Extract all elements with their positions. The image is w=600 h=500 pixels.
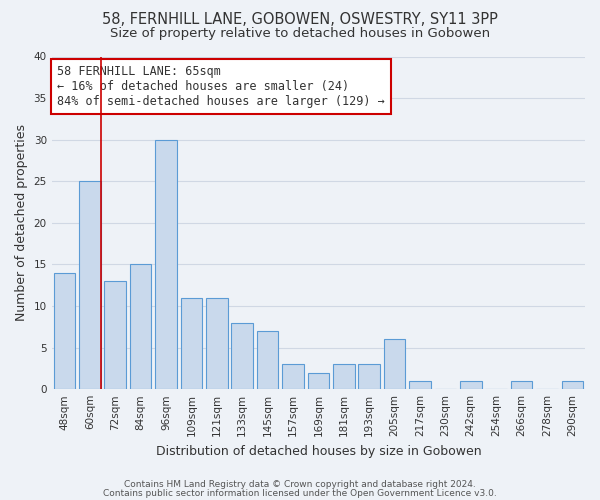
Bar	[181, 298, 202, 389]
Bar	[308, 372, 329, 389]
Bar	[104, 281, 126, 389]
Bar	[511, 381, 532, 389]
Bar	[333, 364, 355, 389]
Bar	[155, 140, 177, 389]
Bar	[79, 182, 101, 389]
Bar	[53, 272, 75, 389]
Text: Size of property relative to detached houses in Gobowen: Size of property relative to detached ho…	[110, 28, 490, 40]
Y-axis label: Number of detached properties: Number of detached properties	[15, 124, 28, 322]
Text: 58, FERNHILL LANE, GOBOWEN, OSWESTRY, SY11 3PP: 58, FERNHILL LANE, GOBOWEN, OSWESTRY, SY…	[102, 12, 498, 28]
Bar	[562, 381, 583, 389]
Bar	[384, 340, 406, 389]
Text: 58 FERNHILL LANE: 65sqm
← 16% of detached houses are smaller (24)
84% of semi-de: 58 FERNHILL LANE: 65sqm ← 16% of detache…	[57, 65, 385, 108]
Bar	[282, 364, 304, 389]
Bar	[460, 381, 482, 389]
Bar	[130, 264, 151, 389]
Text: Contains public sector information licensed under the Open Government Licence v3: Contains public sector information licen…	[103, 488, 497, 498]
X-axis label: Distribution of detached houses by size in Gobowen: Distribution of detached houses by size …	[155, 444, 481, 458]
Bar	[257, 331, 278, 389]
Bar	[206, 298, 227, 389]
Bar	[358, 364, 380, 389]
Text: Contains HM Land Registry data © Crown copyright and database right 2024.: Contains HM Land Registry data © Crown c…	[124, 480, 476, 489]
Bar	[232, 322, 253, 389]
Bar	[409, 381, 431, 389]
